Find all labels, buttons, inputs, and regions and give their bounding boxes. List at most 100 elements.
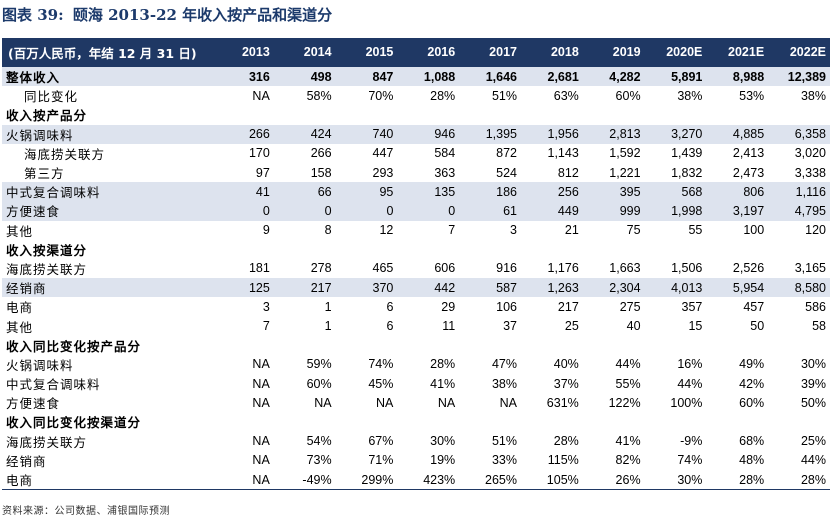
cell-value: 2,526 <box>732 261 765 276</box>
table-row: 海底捞关联方 170 266 447 584 872 1,143 1,592 1,439 2,41… <box>2 144 830 163</box>
cell-value: 217 <box>273 278 336 298</box>
table-row: 经销商 NA 73% 71% 19% 33% 115% 82% 74% 48% 44% <box>2 451 830 470</box>
cell-value: 38% <box>800 88 826 103</box>
source-note: 资料来源：公司数据、浦银国际预测 <box>2 506 170 517</box>
cell-value: 41 <box>212 182 274 202</box>
cell-value: 19% <box>430 453 456 468</box>
row-label: 其他 <box>6 319 34 335</box>
cell-value: 55% <box>615 376 641 391</box>
table-row: 火锅调味料 NA 59% 74% 28% 47% 40% 44% 16% 49% 30% <box>2 355 830 374</box>
cell-value: 587 <box>459 278 521 298</box>
cell-value: 125 <box>212 278 274 298</box>
cell-value: 170 <box>248 146 270 161</box>
cell-value: 999 <box>582 201 645 221</box>
cell-value: 447 <box>372 146 394 161</box>
row-label: 第三方 <box>24 166 65 182</box>
row-label: 火锅调味料 <box>6 357 74 373</box>
year-header: 2020E <box>644 38 707 67</box>
cell-value: 5,891 <box>644 66 707 87</box>
cell-value: 44% <box>677 376 703 391</box>
cell-value: 158 <box>310 165 332 180</box>
cell-value: 8,988 <box>706 66 769 87</box>
table-row: 整体收入 316 498 847 1,088 1,646 2,681 4,282 5,891 8,… <box>2 66 830 87</box>
cell-value: NA <box>212 469 274 491</box>
cell-value <box>212 412 274 431</box>
table-row: 方便速食 0 0 0 0 61 449 999 1,998 3,197 4,795 <box>2 201 830 221</box>
cell-value: 1 <box>324 299 332 314</box>
cell-value: 465 <box>372 261 394 276</box>
cell-value <box>212 336 274 355</box>
cell-value: 40 <box>626 319 641 334</box>
cell-value: 63% <box>553 88 579 103</box>
year-header: 2013 <box>212 38 274 67</box>
cell-value: 60% <box>739 395 765 410</box>
cell-value: 806 <box>706 182 769 202</box>
cell-value <box>768 336 830 355</box>
cell-value: NA <box>252 88 270 103</box>
cell-value: 26% <box>582 469 645 491</box>
cell-value <box>583 336 645 355</box>
cell-value: 3,020 <box>794 146 826 161</box>
cell-value: 1,592 <box>609 146 641 161</box>
cell-value: 16% <box>677 357 703 372</box>
cell-value: 60% <box>306 376 332 391</box>
cell-value: 40% <box>553 357 579 372</box>
cell-value: NA <box>314 395 332 410</box>
cell-value: 568 <box>644 182 707 202</box>
cell-value: NA <box>252 376 270 391</box>
table-row: 海底捞关联方 NA 54% 67% 30% 51% 28% 41% -9% 68% 25% <box>2 432 830 451</box>
cell-value: 293 <box>372 165 394 180</box>
year-header: 2017 <box>459 38 521 67</box>
cell-value: 3,270 <box>644 124 707 144</box>
cell-value: 100% <box>670 395 703 410</box>
cell-value: 25% <box>800 434 826 449</box>
cell-value: 4,013 <box>644 278 707 298</box>
cell-value: 53% <box>739 88 765 103</box>
row-label: 收入同比变化按产品分 <box>6 338 142 354</box>
row-label: 海底捞关联方 <box>24 146 106 162</box>
cell-value <box>274 412 336 431</box>
cell-value: 2,413 <box>732 146 765 161</box>
cell-value <box>706 336 768 355</box>
cell-value: 1 <box>324 319 332 334</box>
cell-value: 9 <box>262 223 270 238</box>
cell-value: 44% <box>800 453 826 468</box>
cell-value: 30% <box>430 434 456 449</box>
cell-value: 28% <box>430 88 456 103</box>
cell-value <box>521 336 583 355</box>
cell-value: 106 <box>496 299 517 314</box>
cell-value: 265% <box>459 469 521 491</box>
cell-value: 423% <box>397 469 460 491</box>
cell-value: 4,885 <box>706 124 769 144</box>
cell-value: 357 <box>681 299 703 314</box>
cell-value <box>459 240 521 259</box>
row-label: 火锅调味料 <box>2 124 212 144</box>
cell-value: 37 <box>503 319 517 334</box>
cell-value: 1,646 <box>459 66 521 87</box>
cell-value: 54% <box>306 434 332 449</box>
cell-value: 1,832 <box>671 165 703 180</box>
cell-value: 946 <box>397 124 460 144</box>
cell-value: -49% <box>273 469 336 491</box>
cell-value: 2,304 <box>582 278 645 298</box>
cell-value <box>336 105 398 124</box>
cell-value: 457 <box>743 299 765 314</box>
cell-value: 1,116 <box>768 182 830 202</box>
cell-value: 0 <box>212 201 274 221</box>
cell-value: 58% <box>306 88 332 103</box>
cell-value: 28% <box>553 434 579 449</box>
cell-value: 1,663 <box>609 261 641 276</box>
cell-value: 11 <box>442 319 456 334</box>
cell-value: 370 <box>335 278 398 298</box>
cell-value <box>459 105 521 124</box>
cell-value <box>768 240 830 259</box>
cell-value: 51% <box>491 88 517 103</box>
cell-value: 1,143 <box>547 146 579 161</box>
row-label: 其他 <box>6 223 34 239</box>
figure-title: 图表 39: 颐海 2013-22 年收入按产品和渠道分 <box>2 2 332 28</box>
cell-value: 100 <box>743 223 765 238</box>
cell-value: 41% <box>430 376 456 391</box>
row-label: 海底捞关联方 <box>6 434 88 450</box>
cell-value: 61 <box>459 201 521 221</box>
cell-value: 51% <box>491 434 517 449</box>
